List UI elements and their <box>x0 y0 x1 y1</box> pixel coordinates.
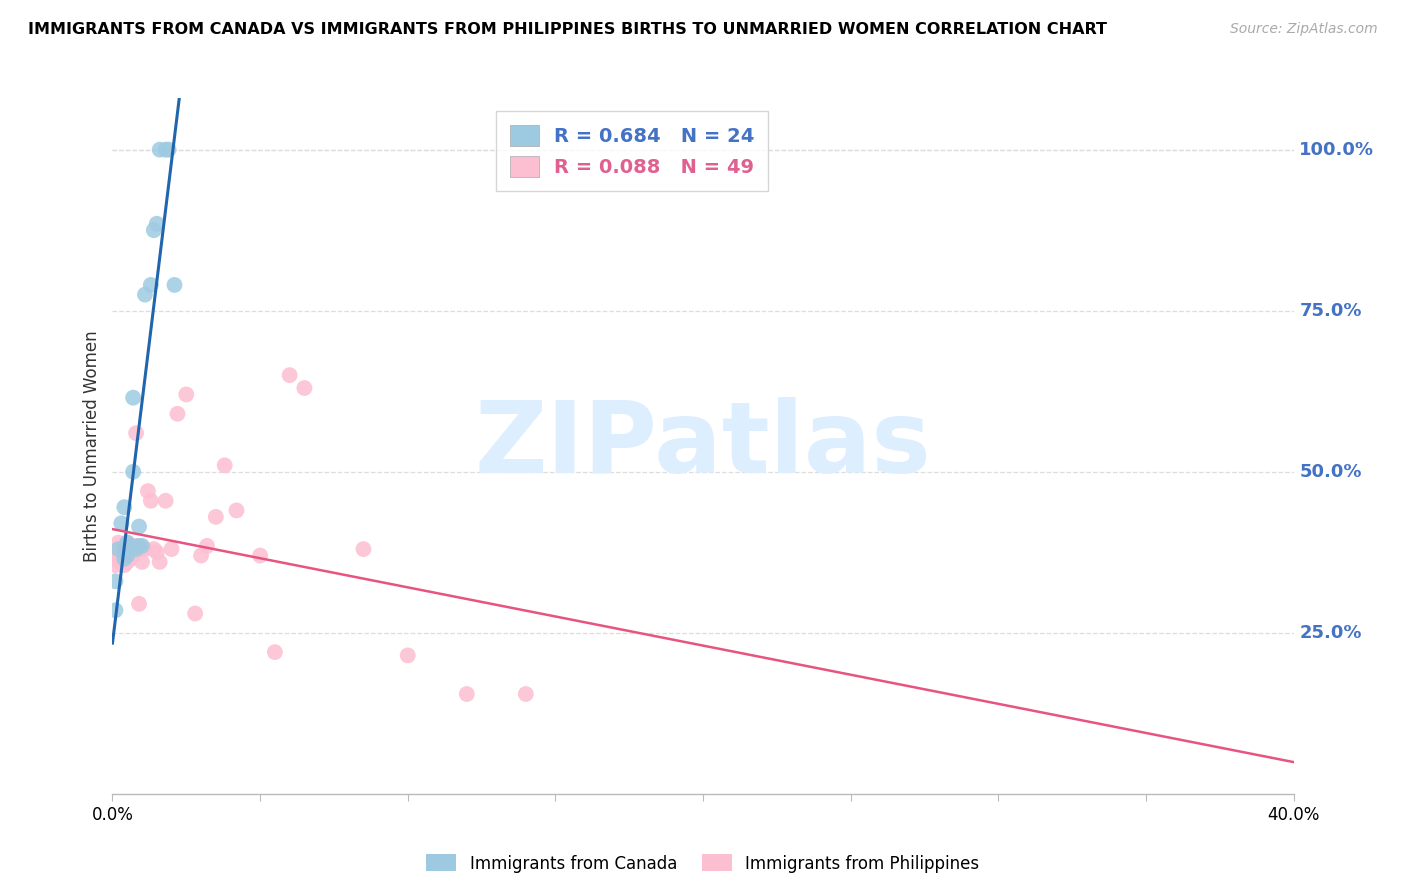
Point <box>112 558 135 573</box>
Point <box>128 539 150 553</box>
Point <box>174 387 197 401</box>
Point <box>142 542 165 557</box>
Text: ZIPatlas: ZIPatlas <box>475 398 931 494</box>
Point <box>396 648 419 663</box>
Point <box>166 407 188 421</box>
Point <box>104 558 127 573</box>
Legend: R = 0.684   N = 24, R = 0.088   N = 49: R = 0.684 N = 24, R = 0.088 N = 49 <box>496 112 768 191</box>
Point <box>131 542 153 557</box>
Point <box>157 143 180 157</box>
Point <box>125 426 148 441</box>
Point <box>136 484 159 499</box>
Point <box>214 458 236 473</box>
Point <box>112 545 135 559</box>
Point <box>128 519 150 533</box>
Point <box>117 535 138 549</box>
Text: Source: ZipAtlas.com: Source: ZipAtlas.com <box>1230 22 1378 37</box>
Point <box>131 539 153 553</box>
Point <box>120 542 142 557</box>
Point <box>515 687 537 701</box>
Point <box>117 535 138 549</box>
Point <box>122 465 145 479</box>
Point <box>110 551 132 566</box>
Point <box>163 277 186 292</box>
Point <box>278 368 301 383</box>
Text: 50.0%: 50.0% <box>1299 463 1362 481</box>
Point <box>225 503 247 517</box>
Point <box>131 555 153 569</box>
Point <box>120 551 142 566</box>
Text: 75.0%: 75.0% <box>1299 301 1362 319</box>
Point <box>149 555 172 569</box>
Point <box>107 542 129 557</box>
Point <box>104 603 127 617</box>
Point <box>117 555 138 569</box>
Point <box>205 509 228 524</box>
Point <box>456 687 478 701</box>
Point <box>122 549 145 563</box>
Point <box>195 539 218 553</box>
Point <box>112 500 135 515</box>
Point <box>190 549 212 563</box>
Text: 100.0%: 100.0% <box>1299 141 1375 159</box>
Point <box>112 542 135 557</box>
Point <box>160 542 183 557</box>
Point <box>125 542 148 557</box>
Point <box>120 539 142 553</box>
Y-axis label: Births to Unmarried Women: Births to Unmarried Women <box>83 330 101 562</box>
Point <box>134 542 156 557</box>
Point <box>110 551 132 566</box>
Point <box>146 217 169 231</box>
Point <box>155 493 177 508</box>
Point <box>292 381 315 395</box>
Point <box>112 542 135 557</box>
Point <box>117 545 138 559</box>
Point <box>149 143 172 157</box>
Point <box>107 545 129 559</box>
Point <box>134 287 156 301</box>
Point <box>352 542 374 557</box>
Point <box>249 549 271 563</box>
Legend: Immigrants from Canada, Immigrants from Philippines: Immigrants from Canada, Immigrants from … <box>420 847 986 880</box>
Point <box>139 277 162 292</box>
Point <box>146 545 169 559</box>
Point <box>117 549 138 563</box>
Text: 25.0%: 25.0% <box>1299 624 1362 642</box>
Point <box>128 597 150 611</box>
Point <box>184 607 207 621</box>
Point <box>122 391 145 405</box>
Point <box>104 549 127 563</box>
Point <box>107 535 129 549</box>
Point <box>125 539 148 553</box>
Point <box>264 645 287 659</box>
Point <box>110 516 132 531</box>
Point <box>155 143 177 157</box>
Point <box>104 545 127 559</box>
Point <box>104 574 127 589</box>
Point <box>112 551 135 566</box>
Point <box>110 542 132 557</box>
Point <box>107 555 129 569</box>
Point <box>128 542 150 557</box>
Point <box>142 223 165 237</box>
Point <box>139 493 162 508</box>
Point <box>122 542 145 557</box>
Text: IMMIGRANTS FROM CANADA VS IMMIGRANTS FROM PHILIPPINES BIRTHS TO UNMARRIED WOMEN : IMMIGRANTS FROM CANADA VS IMMIGRANTS FRO… <box>28 22 1107 37</box>
